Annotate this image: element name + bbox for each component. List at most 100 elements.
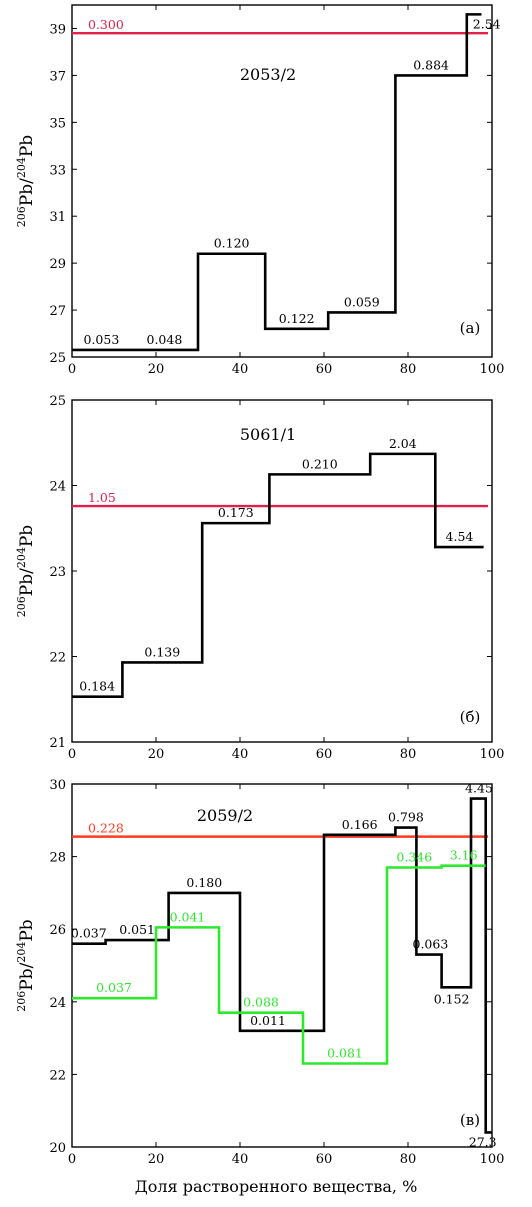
y-axis-label-part: 204 [15,157,28,178]
y-tick-label: 37 [49,69,66,84]
y-axis-label-part: Pb [17,135,37,157]
step-value-label: 27.3 [469,1134,497,1149]
y-tick-label: 23 [49,565,66,580]
y-tick-label: 27 [49,304,66,319]
step-value-label: 0.037 [71,926,107,941]
y-axis-label-part: 204 [15,942,28,963]
reference-line-label: 1.05 [88,490,116,505]
panel-3: 0 20 40 60 80 100202224262830206Pb/204Pb0.228… [15,778,504,1167]
x-tick-label: 0 [68,1152,76,1167]
x-tick-label: 80 [400,1152,417,1167]
y-tick-label: 33 [49,163,66,178]
step-value-label: 4.54 [446,529,474,544]
reference-line-label: 0.228 [88,821,124,836]
x-tick-label: 20 [148,362,165,377]
y-tick-label: 21 [49,736,66,751]
y-axis-label-part: Pb [17,525,37,547]
y-axis-label-part: 206 [15,991,28,1012]
step-value-label: 0.166 [342,817,378,832]
step-value-label: 0.210 [302,456,338,471]
y-tick-label: 31 [49,210,66,225]
step-value-label: 0.037 [96,980,132,995]
y-tick-label: 22 [49,651,66,666]
panel-letter-label: (а) [460,319,481,337]
x-tick-label: 100 [480,1152,505,1167]
x-tick-label: 40 [232,1152,249,1167]
panel-title: 2053/2 [240,65,296,84]
step-value-label: 0.081 [327,1046,363,1061]
y-tick-label: 20 [49,1141,66,1156]
y-tick-label: 25 [49,394,66,409]
y-axis-label-part: Pb/ [17,178,37,206]
y-tick-label: 24 [49,480,66,495]
step-value-label: 0.798 [388,810,424,825]
y-tick-label: 29 [49,257,66,272]
panel-1: 0 20 40 60 80 100 25 27 29 31 33 35 37 39 206Pb/204Pb 0… [15,4,505,377]
y-tick-label: 26 [49,923,66,938]
step-value-label: 0.120 [214,236,250,251]
x-tick-label: 100 [480,362,505,377]
x-tick-label: 20 [148,747,165,762]
plot-frame [71,4,493,358]
x-tick-label: 80 [400,362,417,377]
step-value-label: 2.54 [473,16,501,31]
x-tick-label: 80 [400,747,417,762]
y-tick-label: 24 [49,996,66,1011]
y-axis-label-part: 204 [15,547,28,568]
step-value-label: 2.04 [389,436,417,451]
step-value-label: 0.139 [144,644,180,659]
plot-frame [71,783,493,1148]
panel-letter-label: (в) [460,1111,480,1129]
step-value-label: 0.152 [434,991,470,1006]
panel-2: 0 20 40 60 80 100 21 22 23 24 25 206Pb/204Pb 1.05 0.1… [15,394,504,762]
step-value-label: 0.088 [243,995,279,1010]
panel-title: 5061/1 [240,425,296,444]
panel-title: 2059/2 [197,806,253,825]
step-value-label: 0.048 [147,332,183,347]
x-tick-label: 100 [480,747,505,762]
y-axis-label-part: Pb/ [17,568,37,596]
y-tick-label: 25 [49,351,66,366]
y-tick-label: 35 [49,116,66,131]
reference-line-label: 0.300 [88,17,124,32]
y-axis-label-part: 206 [15,206,28,227]
step-series-line [72,13,482,352]
x-tick-label: 40 [232,362,249,377]
step-value-label: 0.173 [218,505,254,520]
x-tick-label: 60 [316,1152,333,1167]
x-tick-label: 20 [148,1152,165,1167]
step-series-line [72,864,486,1065]
y-axis-label: 206Pb/204Pb [15,135,37,228]
plot-frame [71,399,493,743]
y-tick-label: 30 [49,778,66,793]
step-value-label: 0.346 [396,849,432,864]
y-tick-label: 28 [49,851,66,866]
x-tick-label: 40 [232,747,249,762]
x-axis-label: Доля растворенного вещества, % [135,1177,418,1196]
y-axis-label: 206Pb/204Pb [15,525,37,618]
y-axis-label-part: Pb [17,919,37,941]
step-value-label: 0.011 [250,1013,286,1028]
step-value-label: 0.063 [413,937,449,952]
step-value-label: 4.45 [465,781,493,796]
y-tick-label: 22 [49,1068,66,1083]
x-tick-label: 60 [316,747,333,762]
step-value-label: 0.041 [170,909,206,924]
x-tick-label: 0 [68,362,76,377]
x-tick-label: 0 [68,747,76,762]
step-value-label: 0.051 [119,922,155,937]
step-value-label: 0.053 [84,332,120,347]
step-series-line [72,797,492,1134]
step-value-label: 3.16 [450,848,478,863]
panel-letter-label: (б) [460,708,481,726]
y-tick-label: 39 [49,22,66,37]
step-value-label: 0.184 [79,679,115,694]
step-value-label: 0.884 [413,57,449,72]
step-value-label: 0.180 [186,875,222,890]
panels-group: 0 20 40 60 80 1002527293133353739206Pb/204Pb0… [15,4,505,1167]
y-axis-label-part: Pb/ [17,962,37,990]
step-value-label: 0.059 [344,294,380,309]
x-tick-label: 60 [316,362,333,377]
step-value-label: 0.122 [279,311,315,326]
